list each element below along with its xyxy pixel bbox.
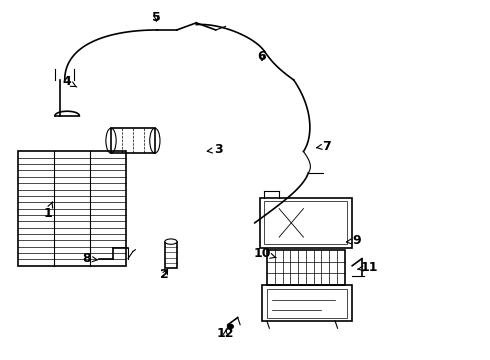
Bar: [19, 152, 125, 266]
Text: 9: 9: [346, 234, 361, 247]
Bar: [267, 249, 345, 285]
Text: 6: 6: [258, 50, 267, 63]
Text: 10: 10: [253, 247, 276, 260]
Text: 7: 7: [317, 140, 331, 153]
Bar: [260, 198, 352, 248]
Text: 1: 1: [43, 202, 52, 220]
Bar: [165, 242, 177, 269]
Text: 5: 5: [152, 11, 161, 24]
Bar: [267, 289, 347, 318]
Bar: [262, 285, 352, 321]
Text: 3: 3: [207, 143, 222, 156]
Text: 12: 12: [217, 327, 234, 340]
Ellipse shape: [165, 239, 177, 244]
Text: 11: 11: [358, 261, 378, 274]
Circle shape: [227, 324, 233, 329]
Bar: [111, 128, 155, 153]
Text: 2: 2: [160, 268, 169, 281]
Text: 8: 8: [82, 252, 98, 265]
Bar: [265, 202, 347, 244]
Text: 4: 4: [63, 75, 77, 88]
